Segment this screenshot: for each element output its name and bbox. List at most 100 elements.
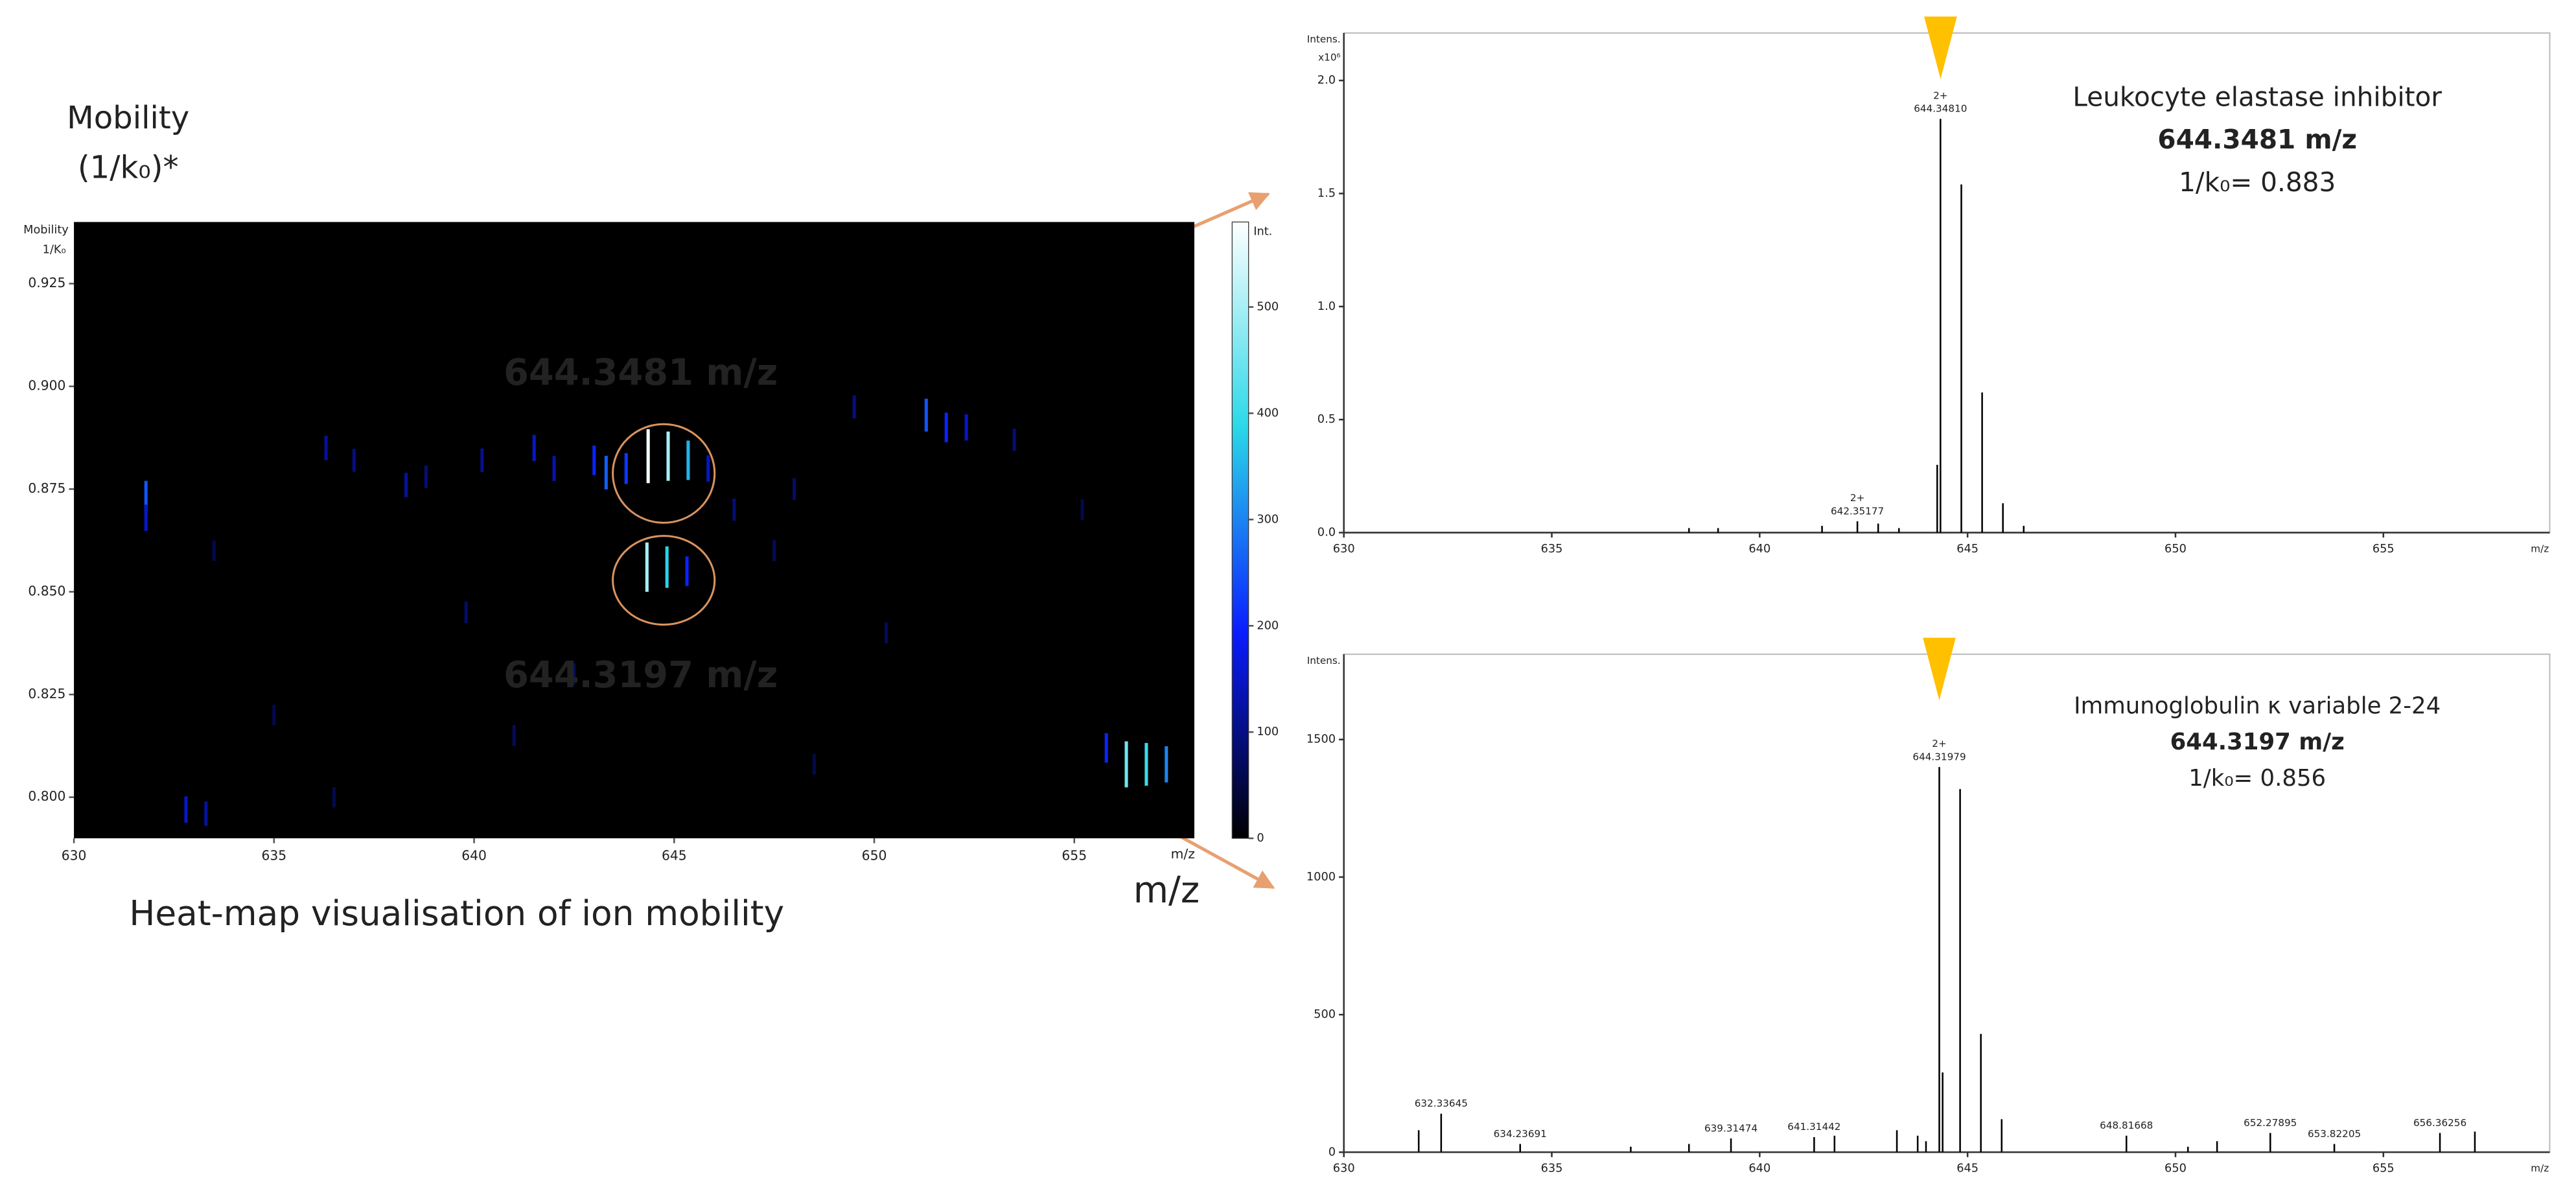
heat-spot [732, 498, 736, 521]
annotation: 644.3197 m/z [504, 654, 778, 696]
heat-spot [665, 546, 669, 588]
heat-spot [772, 540, 776, 561]
heat-spot [144, 504, 148, 532]
inner-y-label: Mobility [23, 224, 69, 237]
colorbar [1231, 221, 1249, 839]
x-tick-label: 635 [261, 847, 286, 863]
marker-triangle [1923, 637, 1956, 701]
plot-frame [1343, 653, 2551, 1153]
heat-spot [272, 705, 276, 725]
peak-label: 641.31442 [1787, 1121, 1840, 1133]
heat-spot [706, 455, 710, 482]
x-tick-label: 635 [1541, 1162, 1563, 1175]
heat-spot [852, 395, 856, 419]
y-tick-label: 0 [1329, 1146, 1336, 1159]
heat-spot [480, 448, 484, 473]
y-tick-label: 1.0 [1317, 300, 1336, 313]
heat-spot [964, 414, 968, 441]
x-tick-label: 650 [2164, 1162, 2187, 1175]
highlight-circle [612, 423, 716, 524]
heat-spot [1080, 499, 1084, 520]
x-tick-label: 655 [2373, 543, 2395, 556]
highlight-circle [612, 535, 716, 626]
peak-label: 639.31474 [1704, 1122, 1758, 1134]
heat-spot [646, 429, 650, 484]
colorbar-tick-label: 100 [1257, 725, 1279, 738]
inner-x-label: m/z [1171, 846, 1195, 862]
x-label: m/z [2531, 1162, 2549, 1174]
x-tick-label: 645 [1956, 543, 1978, 556]
y-tick-label: 500 [1314, 1008, 1336, 1021]
heat-spot [592, 445, 596, 475]
y-tick-label: 1000 [1306, 871, 1336, 884]
y-tick-label: 0.5 [1317, 413, 1336, 426]
heat-spot [685, 556, 689, 586]
heat-spot [885, 622, 888, 644]
annotation: Leukocyte elastase inhibitor [2072, 81, 2442, 112]
x-tick-label: 640 [1748, 543, 1770, 556]
heat-spot [552, 456, 556, 481]
heat-spot [144, 480, 148, 514]
annotation: 644.3481 m/z [2157, 124, 2357, 155]
annotation: 644.3481 m/z [504, 351, 778, 394]
x-tick-label: 630 [1333, 543, 1355, 556]
heat-spot [572, 663, 576, 685]
colorbar-tick-label: 200 [1257, 619, 1279, 632]
x-tick-label: 650 [2164, 543, 2187, 556]
y-label: Mobility [67, 100, 189, 136]
caption: Heat-map visualisation of ion mobility [129, 893, 784, 934]
peak-charge: 2+ [1850, 492, 1864, 504]
y-tick-label: 0.850 [28, 583, 65, 598]
heat-spot [204, 801, 208, 826]
peak-label: 632.33645 [1415, 1098, 1468, 1109]
y-label: Intens. [1307, 655, 1341, 666]
peak-label: 656.36256 [2413, 1117, 2466, 1129]
heat-spot [944, 412, 948, 443]
peak-label: 653.82205 [2308, 1128, 2361, 1140]
y-label: Intens. [1307, 34, 1341, 45]
y-tick-label: 1500 [1306, 733, 1336, 746]
heat-spot [924, 398, 928, 432]
heat-spot [332, 786, 336, 808]
x-label: m/z [1133, 869, 1200, 912]
y-tick-label: 0.0 [1317, 526, 1336, 539]
heat-spot [1165, 746, 1168, 782]
heat-spot [624, 453, 628, 484]
heat-spot [352, 449, 356, 472]
peak-label: 644.31979 [1912, 751, 1966, 762]
peak-label: 642.35177 [1831, 505, 1884, 517]
peak-charge: 2+ [1933, 89, 1947, 101]
heat-spot [645, 542, 649, 592]
x-tick-label: 650 [862, 847, 887, 863]
x-tick-label: 655 [1062, 847, 1087, 863]
colorbar-tick-label: 400 [1257, 406, 1279, 419]
x-label: m/z [2531, 543, 2549, 554]
peak-label: 652.27895 [2244, 1117, 2297, 1129]
annotation: 644.3197 m/z [2170, 729, 2345, 755]
colorbar-tick-label: 300 [1257, 513, 1279, 526]
x-tick-label: 655 [2373, 1162, 2395, 1175]
x-tick-label: 640 [461, 847, 487, 863]
peak-label: 634.23691 [1494, 1128, 1547, 1140]
plot-background [74, 222, 1195, 839]
heat-spot [1144, 743, 1148, 786]
y-tick-label: 0.825 [28, 686, 65, 701]
y-tick-label: 1.5 [1317, 187, 1336, 200]
heat-spot [666, 431, 670, 481]
heat-spot [812, 754, 816, 775]
heat-spot [212, 540, 216, 561]
colorbar-tick-label: 500 [1257, 301, 1279, 314]
heat-spot [512, 725, 516, 746]
peak-label: 644.34810 [1914, 103, 1967, 115]
marker-triangle [1924, 16, 1957, 79]
heat-spot [464, 601, 468, 624]
peak-charge: 2+ [1932, 738, 1946, 749]
heat-spot [404, 473, 408, 497]
x-tick-label: 645 [662, 847, 687, 863]
x-tick-label: 640 [1748, 1162, 1770, 1175]
heat-spot [532, 434, 536, 462]
x-tick-label: 635 [1541, 543, 1563, 556]
colorbar-label: Int. [1253, 226, 1272, 239]
